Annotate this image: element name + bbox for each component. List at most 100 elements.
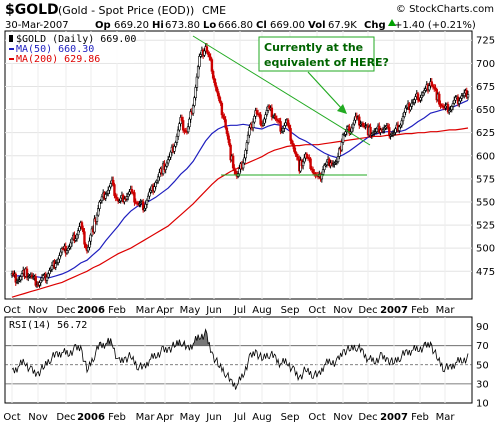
candle-body [39,279,42,283]
candle-body [238,168,241,175]
candle-body [75,234,79,240]
candle-body [78,226,81,232]
quote-date: 30-Mar-2007 [5,20,69,31]
candle-body [309,158,312,169]
candle-body [291,143,295,147]
candle-body [420,94,423,98]
price-y-tick: 525 [476,221,495,232]
candle-body [133,192,136,203]
x-tick-label: Apr [156,412,174,423]
candle-body [19,276,22,281]
x-tick-label: May [180,412,201,423]
candle-body [458,100,461,104]
candle-body [403,112,406,117]
x-tick-label: May [180,305,201,316]
candle-body [205,46,209,53]
candle-body [34,276,37,286]
candle-body [108,186,111,191]
candle-body [153,186,156,192]
candle-body [303,157,306,163]
candle-body [409,106,412,111]
legend-background [6,32,134,63]
candle-body [97,208,100,216]
candle-body [241,162,245,169]
candle-body [218,95,221,102]
x-tick-label: Sep [281,412,300,423]
candle-body [358,116,361,126]
candle-body [214,82,217,88]
candle-body [98,201,101,209]
candle-body [361,123,365,127]
candle-body [220,102,224,116]
rsi-y-tick: 50 [476,360,489,371]
candle-body [109,183,112,188]
candle-body [67,247,70,251]
candle-body [145,199,149,205]
candle-body [290,140,294,144]
candle-body [198,56,201,67]
credit-text: © StockCharts.com [396,4,494,15]
candle-body [450,106,453,110]
candle-body [38,282,41,286]
x-tick-label: Aug [252,305,272,316]
x-tick-label: Nov [333,305,353,316]
high-value: 673.80 [165,20,200,31]
candle-body [146,195,150,201]
candle-body [206,51,210,55]
rsi-overbought-fill [74,329,432,346]
candle-body [231,155,235,169]
price-y-tick: 600 [476,151,495,162]
candle-body [47,273,50,278]
candle-body [293,146,296,152]
candle-body [421,92,425,96]
candle-body [369,126,372,136]
candle-body [203,50,206,56]
candle-body [243,157,246,164]
candle-body [419,97,422,101]
rsi-y-tick: 10 [476,399,489,410]
rsi-y-tick: 70 [476,341,489,352]
price-y-tick: 500 [476,244,495,255]
ticker-symbol: $GOLD [5,2,59,18]
candle-body [58,255,61,260]
x-tick-label: Feb [108,412,126,423]
candle-body [54,263,57,268]
x-tick-label: Dec [56,305,75,316]
volume-value: 67.9K [328,20,357,31]
x-tick-label: Dec [358,305,377,316]
candle-body [95,214,99,222]
candle-body [111,179,115,185]
candle-body [69,242,72,248]
candle-body [281,128,285,132]
candle-body [463,92,466,96]
legend-ma200: MA(200) 629.86 [16,54,100,65]
candle-body [305,153,309,158]
candle-body [219,100,222,104]
x-tick-label: Nov [333,412,353,423]
candle-body [438,93,441,105]
candle-body [164,165,167,170]
low-value: 666.80 [218,20,253,31]
price-y-tick: 650 [476,105,495,116]
price-y-tick: 625 [476,128,495,139]
candle-body [353,119,356,125]
x-tick-label: 2006 [77,412,105,423]
candle-body [113,184,116,196]
candle-body [223,116,226,120]
candle-body [398,126,401,131]
x-tick-label: Oct [308,305,325,316]
price-panel [4,30,473,300]
legend-ma50: MA(50) 660.30 [16,44,94,55]
candle-body [340,141,344,151]
close-label: Cl [256,20,267,31]
x-tick-label: Jun [205,412,222,423]
candle-body [119,197,122,202]
candle-body [225,127,229,134]
x-tick-label: Mar [136,412,156,423]
x-tick-label: Dec [358,412,377,423]
instrument-name: (Gold - Spot Price (EOD)) [58,4,194,17]
candle-body [169,151,172,158]
price-y-axis: 475 500 525 550 575 600 625 650 675 700 725 [476,36,495,278]
candle-body [195,76,199,88]
candle-body [176,129,180,137]
